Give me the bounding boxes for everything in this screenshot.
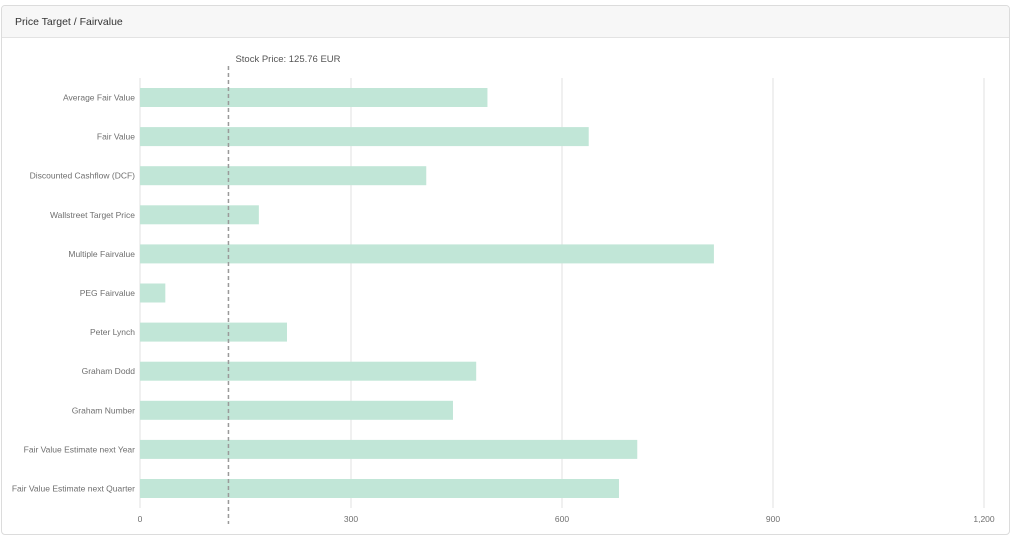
- category-label: Fair Value: [97, 132, 135, 142]
- x-tick-label: 900: [766, 514, 780, 524]
- bar: [140, 439, 638, 459]
- card-header: Price Target / Fairvalue: [2, 6, 1009, 38]
- x-tick-label: 1,200: [973, 514, 995, 524]
- category-label: Graham Dodd: [82, 366, 136, 376]
- x-tick-label: 300: [344, 514, 358, 524]
- bar: [140, 244, 714, 264]
- bar: [140, 479, 619, 498]
- category-label: Graham Number: [72, 405, 135, 415]
- x-tick-label: 600: [555, 514, 569, 524]
- category-label: Peter Lynch: [90, 327, 135, 337]
- bar: [140, 205, 259, 225]
- category-label: Average Fair Value: [63, 93, 135, 103]
- bar: [140, 88, 488, 107]
- category-label: Fair Value Estimate next Year: [24, 444, 136, 454]
- bar: [140, 322, 287, 342]
- bar: [140, 283, 166, 303]
- bar: [140, 166, 427, 186]
- category-label: Discounted Cashflow (DCF): [30, 171, 136, 181]
- category-label: Multiple Fairvalue: [68, 249, 135, 259]
- bar: [140, 361, 477, 381]
- stock-price-label: Stock Price: 125.76 EUR: [235, 54, 340, 65]
- bar: [140, 127, 589, 147]
- x-tick-label: 0: [138, 514, 143, 524]
- card-title: Price Target / Fairvalue: [15, 15, 123, 28]
- category-label: PEG Fairvalue: [80, 288, 136, 298]
- bar: [140, 400, 453, 420]
- category-label: Wallstreet Target Price: [50, 210, 135, 220]
- category-label: Fair Value Estimate next Quarter: [12, 484, 135, 494]
